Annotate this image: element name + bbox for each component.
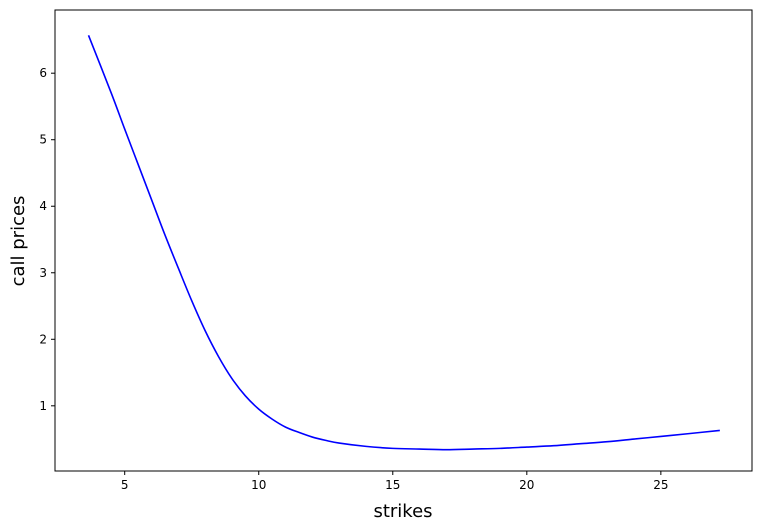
x-axis-label: strikes [373, 501, 432, 522]
y-tick-label: 2 [39, 332, 47, 346]
y-axis-ticks: 1 2 3 4 5 6 [39, 66, 55, 413]
x-tick-label: 20 [519, 478, 534, 492]
x-tick-label: 15 [385, 478, 400, 492]
x-tick-label: 5 [121, 478, 129, 492]
series-line-0 [87, 34, 720, 451]
plot-area [87, 34, 720, 451]
y-tick-label: 3 [39, 266, 47, 280]
x-tick-label: 10 [251, 478, 266, 492]
y-tick-label: 5 [39, 133, 47, 147]
y-axis-label: call prices [8, 196, 29, 287]
y-tick-label: 6 [39, 66, 47, 80]
y-tick-label: 4 [39, 199, 47, 213]
plot-frame [54, 9, 753, 472]
x-axis-ticks: 5 10 15 20 25 [121, 471, 668, 492]
x-tick-label: 25 [653, 478, 668, 492]
y-tick-label: 1 [39, 399, 47, 413]
